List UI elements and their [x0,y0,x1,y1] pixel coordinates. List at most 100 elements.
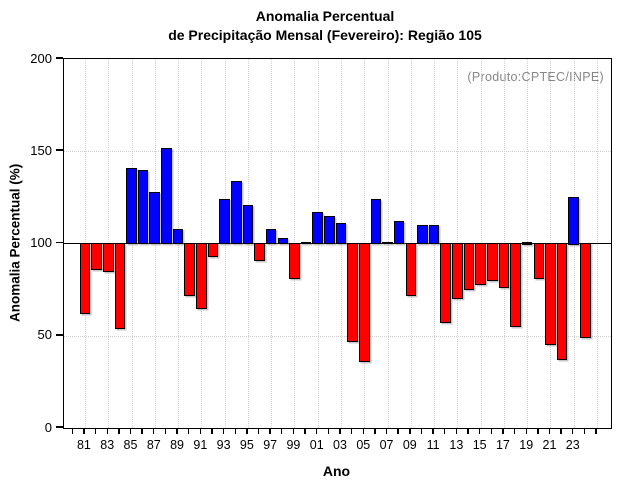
y-tick [56,426,63,428]
watermark-producer-label: (Produto:CPTEC/INPE) [467,70,604,84]
bar-1988 [161,147,172,245]
y-tick-label: 0 [44,419,52,435]
x-tick [560,428,562,434]
bar-2023 [568,197,580,245]
x-tick-label: 93 [216,438,231,452]
bar-2005 [358,243,370,363]
x-tick [537,428,539,434]
x-tick [199,428,202,434]
x-tick [339,428,341,434]
x-tick [548,428,551,434]
x-tick [257,428,260,434]
x-tick-label: 85 [123,438,138,452]
x-tick [478,428,481,434]
bar-1999 [289,243,300,280]
bar-1981 [79,243,91,315]
x-tick [583,428,586,434]
x-tick [444,428,446,434]
x-axis-title: Ano [322,463,351,479]
x-tick-label: 03 [333,438,347,452]
x-tick [292,428,295,434]
chart-title-line1: Anomalia Percentual [255,8,395,24]
x-tick-label: 01 [309,438,324,452]
x-tick-label: 09 [402,438,417,452]
bar-2004 [347,243,358,342]
bar-2024 [580,243,591,339]
x-tick-label: 17 [495,438,510,452]
bar-2000 [300,241,312,245]
x-tick [141,428,143,434]
bar-2012 [440,243,452,324]
x-tick [525,428,527,434]
x-tick [246,428,248,434]
bar-1989 [172,228,184,245]
x-tick [467,428,469,434]
x-tick [187,428,190,434]
x-tick [409,428,411,434]
bar-2010 [417,225,428,245]
bar-1996 [254,243,265,261]
bar-1995 [242,204,254,245]
bar-2014 [463,243,475,291]
x-tick [572,428,574,434]
x-tick [432,428,434,434]
bar-2009 [405,243,417,296]
x-tick [269,428,271,434]
bar-2011 [428,225,440,245]
bar-2022 [556,243,568,361]
x-tick-label: 87 [146,438,161,452]
x-tick-label: 13 [449,438,464,452]
x-tick [94,428,97,434]
y-tick-label: 200 [30,50,52,66]
bar-2003 [335,223,347,245]
x-tick [350,428,353,434]
x-tick-label: 11 [426,438,440,452]
x-tick [211,428,213,434]
chart-title-line2: de Precipitação Mensal (Fevereiro): Regi… [168,27,482,43]
x-tick [455,428,458,434]
x-tick [513,428,516,434]
bar-2021 [545,243,556,346]
x-tick [374,428,376,434]
x-tick-label: 07 [379,438,394,452]
x-tick [164,428,167,434]
x-tick [304,428,306,434]
x-tick [222,428,225,434]
x-tick-label: 15 [472,438,487,452]
x-tick [490,428,492,434]
bar-1982 [91,243,102,270]
x-tick [281,428,283,434]
x-tick-label: 99 [286,438,301,452]
bar-1994 [230,180,242,245]
x-tick-label: 97 [263,438,278,452]
bar-1997 [265,228,277,245]
x-tick [129,428,132,434]
bar-2001 [312,212,323,245]
x-tick [316,428,318,434]
x-tick-label: 21 [542,438,557,452]
x-tick [176,428,178,434]
y-tick [56,57,63,59]
x-tick [420,428,423,434]
bar-1987 [149,191,161,245]
bar-2020 [533,243,545,280]
x-tick [502,428,504,434]
y-tick-label: 150 [30,142,52,158]
bar-2008 [393,221,405,245]
y-tick-label: 50 [37,327,52,343]
bar-2007 [382,241,393,245]
bar-1991 [196,243,207,309]
bar-1992 [207,243,219,257]
x-tick [153,428,155,434]
gridline-horizontal [64,335,611,337]
x-tick-label: 91 [193,438,208,452]
bar-2006 [370,199,382,245]
x-tick [118,428,120,434]
x-tick-label: 83 [100,438,115,452]
x-tick [234,428,236,434]
bar-2002 [324,215,335,245]
bar-1983 [102,243,114,272]
bar-2013 [452,243,463,300]
y-tick [56,241,63,244]
